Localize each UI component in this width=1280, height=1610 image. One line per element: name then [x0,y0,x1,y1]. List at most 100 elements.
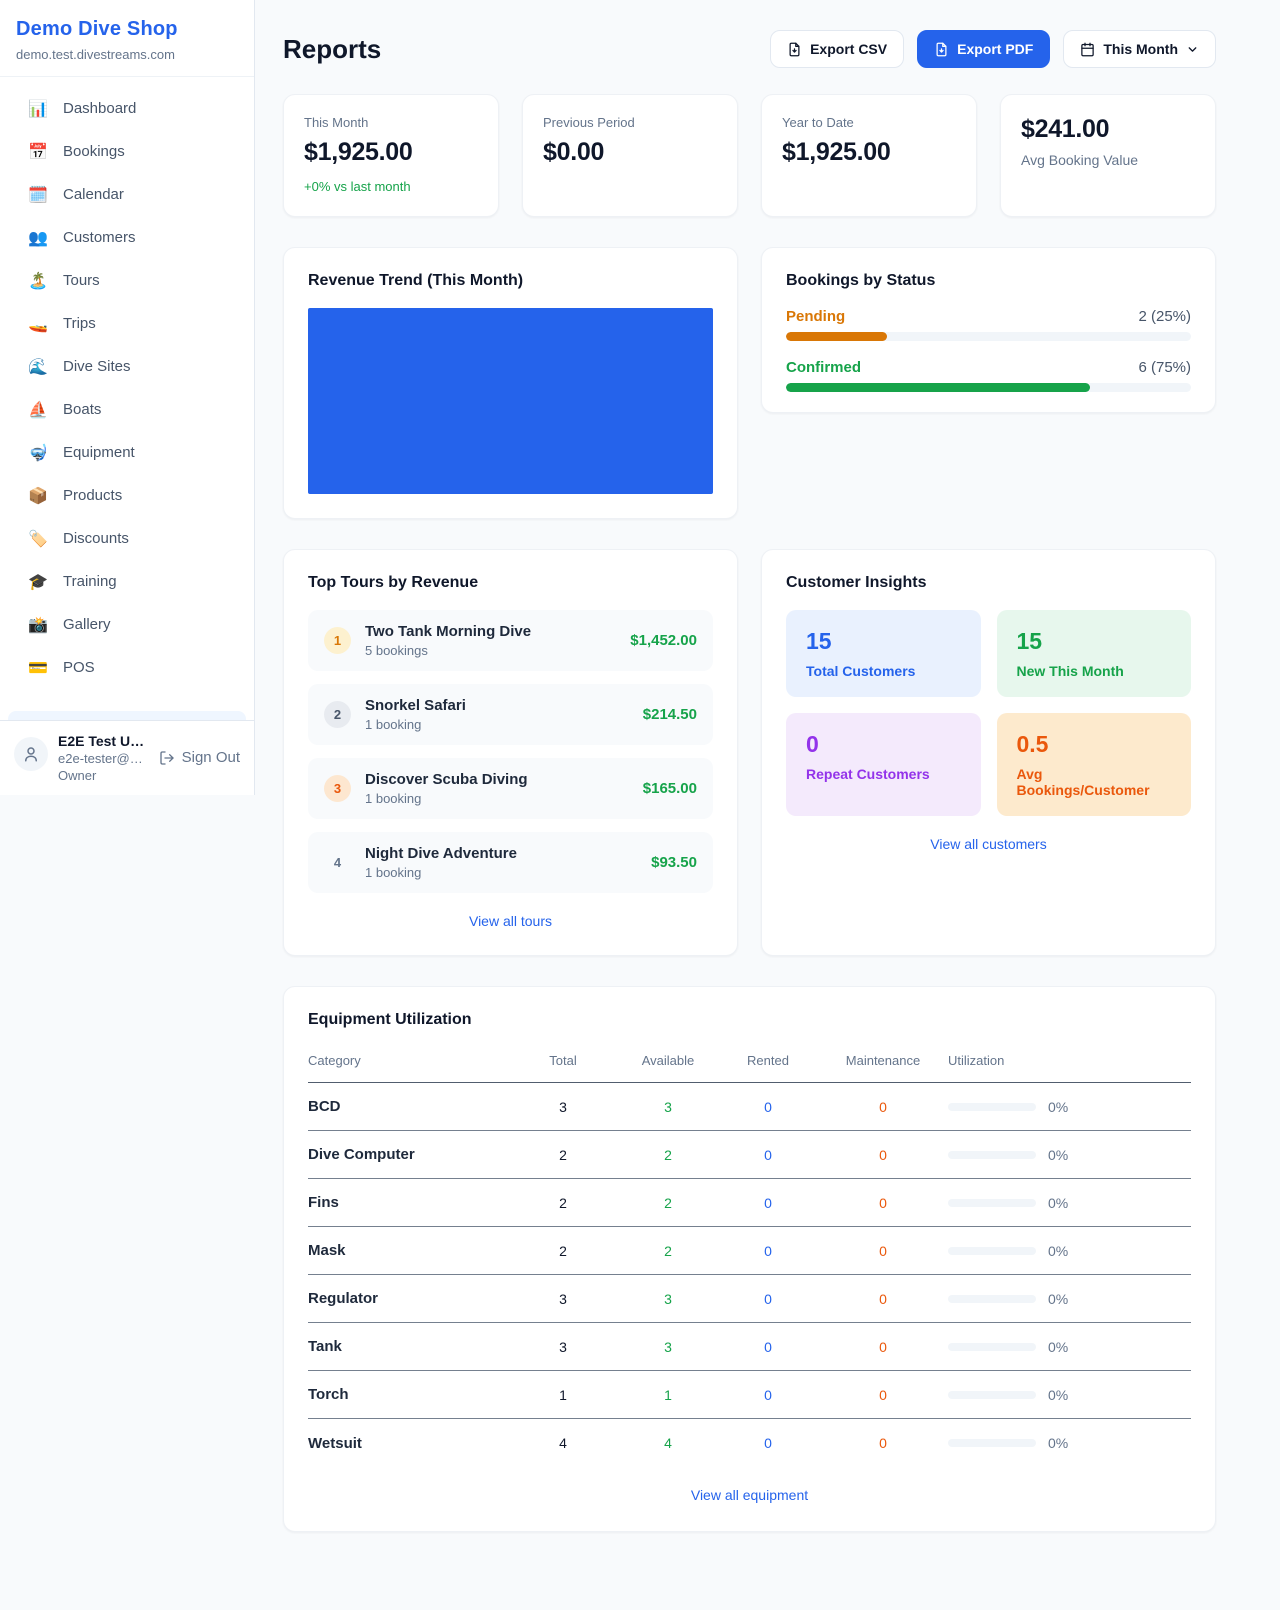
equipment-available: 3 [664,1290,672,1307]
products-icon: 📦 [28,487,48,505]
equipment-table: Category Total Available Rented Maintena… [308,1045,1191,1467]
equipment-category: Fins [308,1194,339,1211]
main-content: Reports Export CSV Export PDF This Month [255,0,1280,1604]
equipment-available: 2 [664,1194,672,1211]
tour-info: Two Tank Morning Dive 5 bookings [365,623,616,658]
user-panel: E2E Test U… e2e-tester@… Owner Sign Out [0,720,254,795]
bookings-by-status-title: Bookings by Status [786,272,936,289]
sidebar-item-label: Trips [63,315,96,332]
equipment-category: Dive Computer [308,1146,415,1163]
stat-label: This Month [304,115,369,130]
nav-active-item-partial[interactable] [8,711,246,720]
equipment-maintenance: 0 [879,1098,887,1115]
rank-badge: 3 [324,775,351,802]
equipment-maintenance: 0 [879,1338,887,1355]
utilization-bar-track [948,1439,1036,1447]
revenue-trend-title: Revenue Trend (This Month) [308,272,524,289]
sidebar-item-bookings[interactable]: 📅 Bookings [8,130,246,173]
sidebar-item-boats[interactable]: ⛵ Boats [8,388,246,431]
tour-row: 2 Snorkel Safari 1 booking $214.50 [308,684,713,745]
sidebar-item-tours[interactable]: 🏝️ Tours [8,259,246,302]
equipment-maintenance: 0 [879,1386,887,1403]
sidebar-item-discounts[interactable]: 🏷️ Discounts [8,517,246,560]
tour-revenue: $214.50 [642,706,697,723]
sidebar-item-training[interactable]: 🎓 Training [8,560,246,603]
sidebar-item-dashboard[interactable]: 📊 Dashboard [8,87,246,130]
export-csv-button[interactable]: Export CSV [770,30,905,68]
table-row: Mask 2 2 0 0 0% [308,1227,1191,1275]
utilization-bar-track [948,1246,1036,1255]
tour-revenue: $165.00 [642,780,697,797]
col-rented: Rented [747,1053,789,1068]
table-row: Tank 3 3 0 0 0% [308,1323,1191,1371]
customer-insights-title: Customer Insights [786,574,927,591]
status-count: 6 (75%) [1138,359,1191,376]
export-csv-label: Export CSV [810,41,888,57]
insight-tile-orange: 0.5 Avg Bookings/Customer [996,713,1191,816]
dashboard-icon: 📊 [28,100,48,118]
view-all-equipment-link[interactable]: View all equipment [690,1487,809,1503]
tour-info: Snorkel Safari 1 booking [365,697,629,732]
equipment-rented: 0 [764,1386,772,1403]
sidebar-item-label: Discounts [63,530,129,547]
tour-name: Two Tank Morning Dive [365,623,532,640]
sidebar-item-trips[interactable]: 🚤 Trips [8,302,246,345]
user-role: Owner [58,768,97,783]
insight-value: 15 [1016,628,1043,654]
insight-label: Total Customers [806,663,916,679]
col-utilization: Utilization [948,1053,1005,1068]
view-all-tours-link[interactable]: View all tours [468,913,552,929]
sidebar-item-label: Products [63,487,123,504]
tour-revenue: $93.50 [651,854,697,871]
sidebar-item-pos[interactable]: 💳 POS [8,646,246,689]
equipment-available: 3 [664,1098,672,1115]
sidebar-item-calendar[interactable]: 🗓️ Calendar [8,173,246,216]
tour-name: Snorkel Safari [365,697,466,714]
equipment-total: 3 [559,1338,567,1355]
user-email: e2e-tester@… [58,751,143,766]
tour-info: Discover Scuba Diving 1 booking [365,771,629,806]
user-meta: E2E Test U… e2e-tester@… Owner [58,733,149,783]
utilization-percent: 0% [1048,1146,1069,1163]
sidebar-item-products[interactable]: 📦 Products [8,474,246,517]
pos-icon: 💳 [28,659,48,677]
sign-out-icon [159,750,175,766]
period-dropdown[interactable]: This Month [1063,30,1216,68]
revenue-trend-card: Revenue Trend (This Month) [283,247,738,519]
status-progress-fill [786,383,1090,392]
equipment-rented: 0 [764,1242,772,1259]
utilization-percent: 0% [1048,1290,1069,1307]
tour-bookings-count: 1 booking [365,791,422,806]
view-all-customers-link[interactable]: View all customers [930,836,1047,852]
equipment-category: Tank [308,1338,342,1355]
sign-out-button[interactable]: Sign Out [159,749,240,766]
tour-revenue: $1,452.00 [630,632,697,649]
insight-value: 15 [806,628,832,654]
stat-value: $1,925.00 [304,138,413,166]
utilization-bar-track [948,1294,1036,1303]
bookings-icon: 📅 [28,143,48,161]
customers-icon: 👥 [28,229,48,247]
boats-icon: ⛵ [28,401,48,419]
tour-row: 3 Discover Scuba Diving 1 booking $165.00 [308,758,713,819]
sidebar-item-label: Gallery [63,616,111,633]
sidebar-item-label: Dashboard [63,100,137,117]
sidebar-item-dive-sites[interactable]: 🌊 Dive Sites [8,345,246,388]
tour-bookings-count: 1 booking [365,717,422,732]
equipment-available: 3 [664,1338,672,1355]
sidebar-item-customers[interactable]: 👥 Customers [8,216,246,259]
equipment-rented: 0 [764,1098,772,1115]
stats-row: This Month $1,925.00 +0% vs last month Prev… [283,94,1216,217]
utilization-percent: 0% [1048,1242,1069,1259]
insight-value: 0 [806,731,819,757]
equipment-rented: 0 [764,1338,772,1355]
export-pdf-button[interactable]: Export PDF [917,30,1051,68]
equipment-maintenance: 0 [879,1290,887,1307]
col-maintenance: Maintenance [845,1053,921,1068]
sidebar-item-equipment[interactable]: 🤿 Equipment [8,431,246,474]
sidebar-item-gallery[interactable]: 📸 Gallery [8,603,246,646]
status-progress-track [786,383,1191,392]
chevron-down-icon [1186,43,1199,56]
status-list: Pending 2 (25%) Confirmed 6 (75%) [786,308,1191,392]
sidebar-item-label: Tours [63,272,100,289]
